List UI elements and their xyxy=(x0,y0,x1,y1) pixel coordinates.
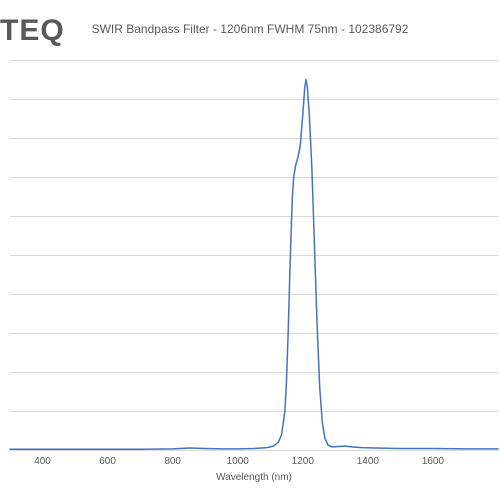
x-tick-label: 400 xyxy=(34,456,51,467)
x-tick-label: 1200 xyxy=(292,456,314,467)
x-tick-label: 1600 xyxy=(422,456,444,467)
x-tick-label: 1000 xyxy=(227,456,249,467)
chart-title: SWIR Bandpass Filter - 1206nm FWHM 75nm … xyxy=(0,22,500,36)
plot-area xyxy=(10,60,498,451)
gridline-horizontal xyxy=(10,450,498,451)
chart-container: TEQ SWIR Bandpass Filter - 1206nm FWHM 7… xyxy=(0,0,500,500)
x-tick-label: 600 xyxy=(99,456,116,467)
x-axis-label: Wavelength (nm) xyxy=(216,472,292,483)
x-tick-label: 800 xyxy=(164,456,181,467)
x-tick-label: 1400 xyxy=(357,456,379,467)
data-series-line xyxy=(10,60,498,450)
